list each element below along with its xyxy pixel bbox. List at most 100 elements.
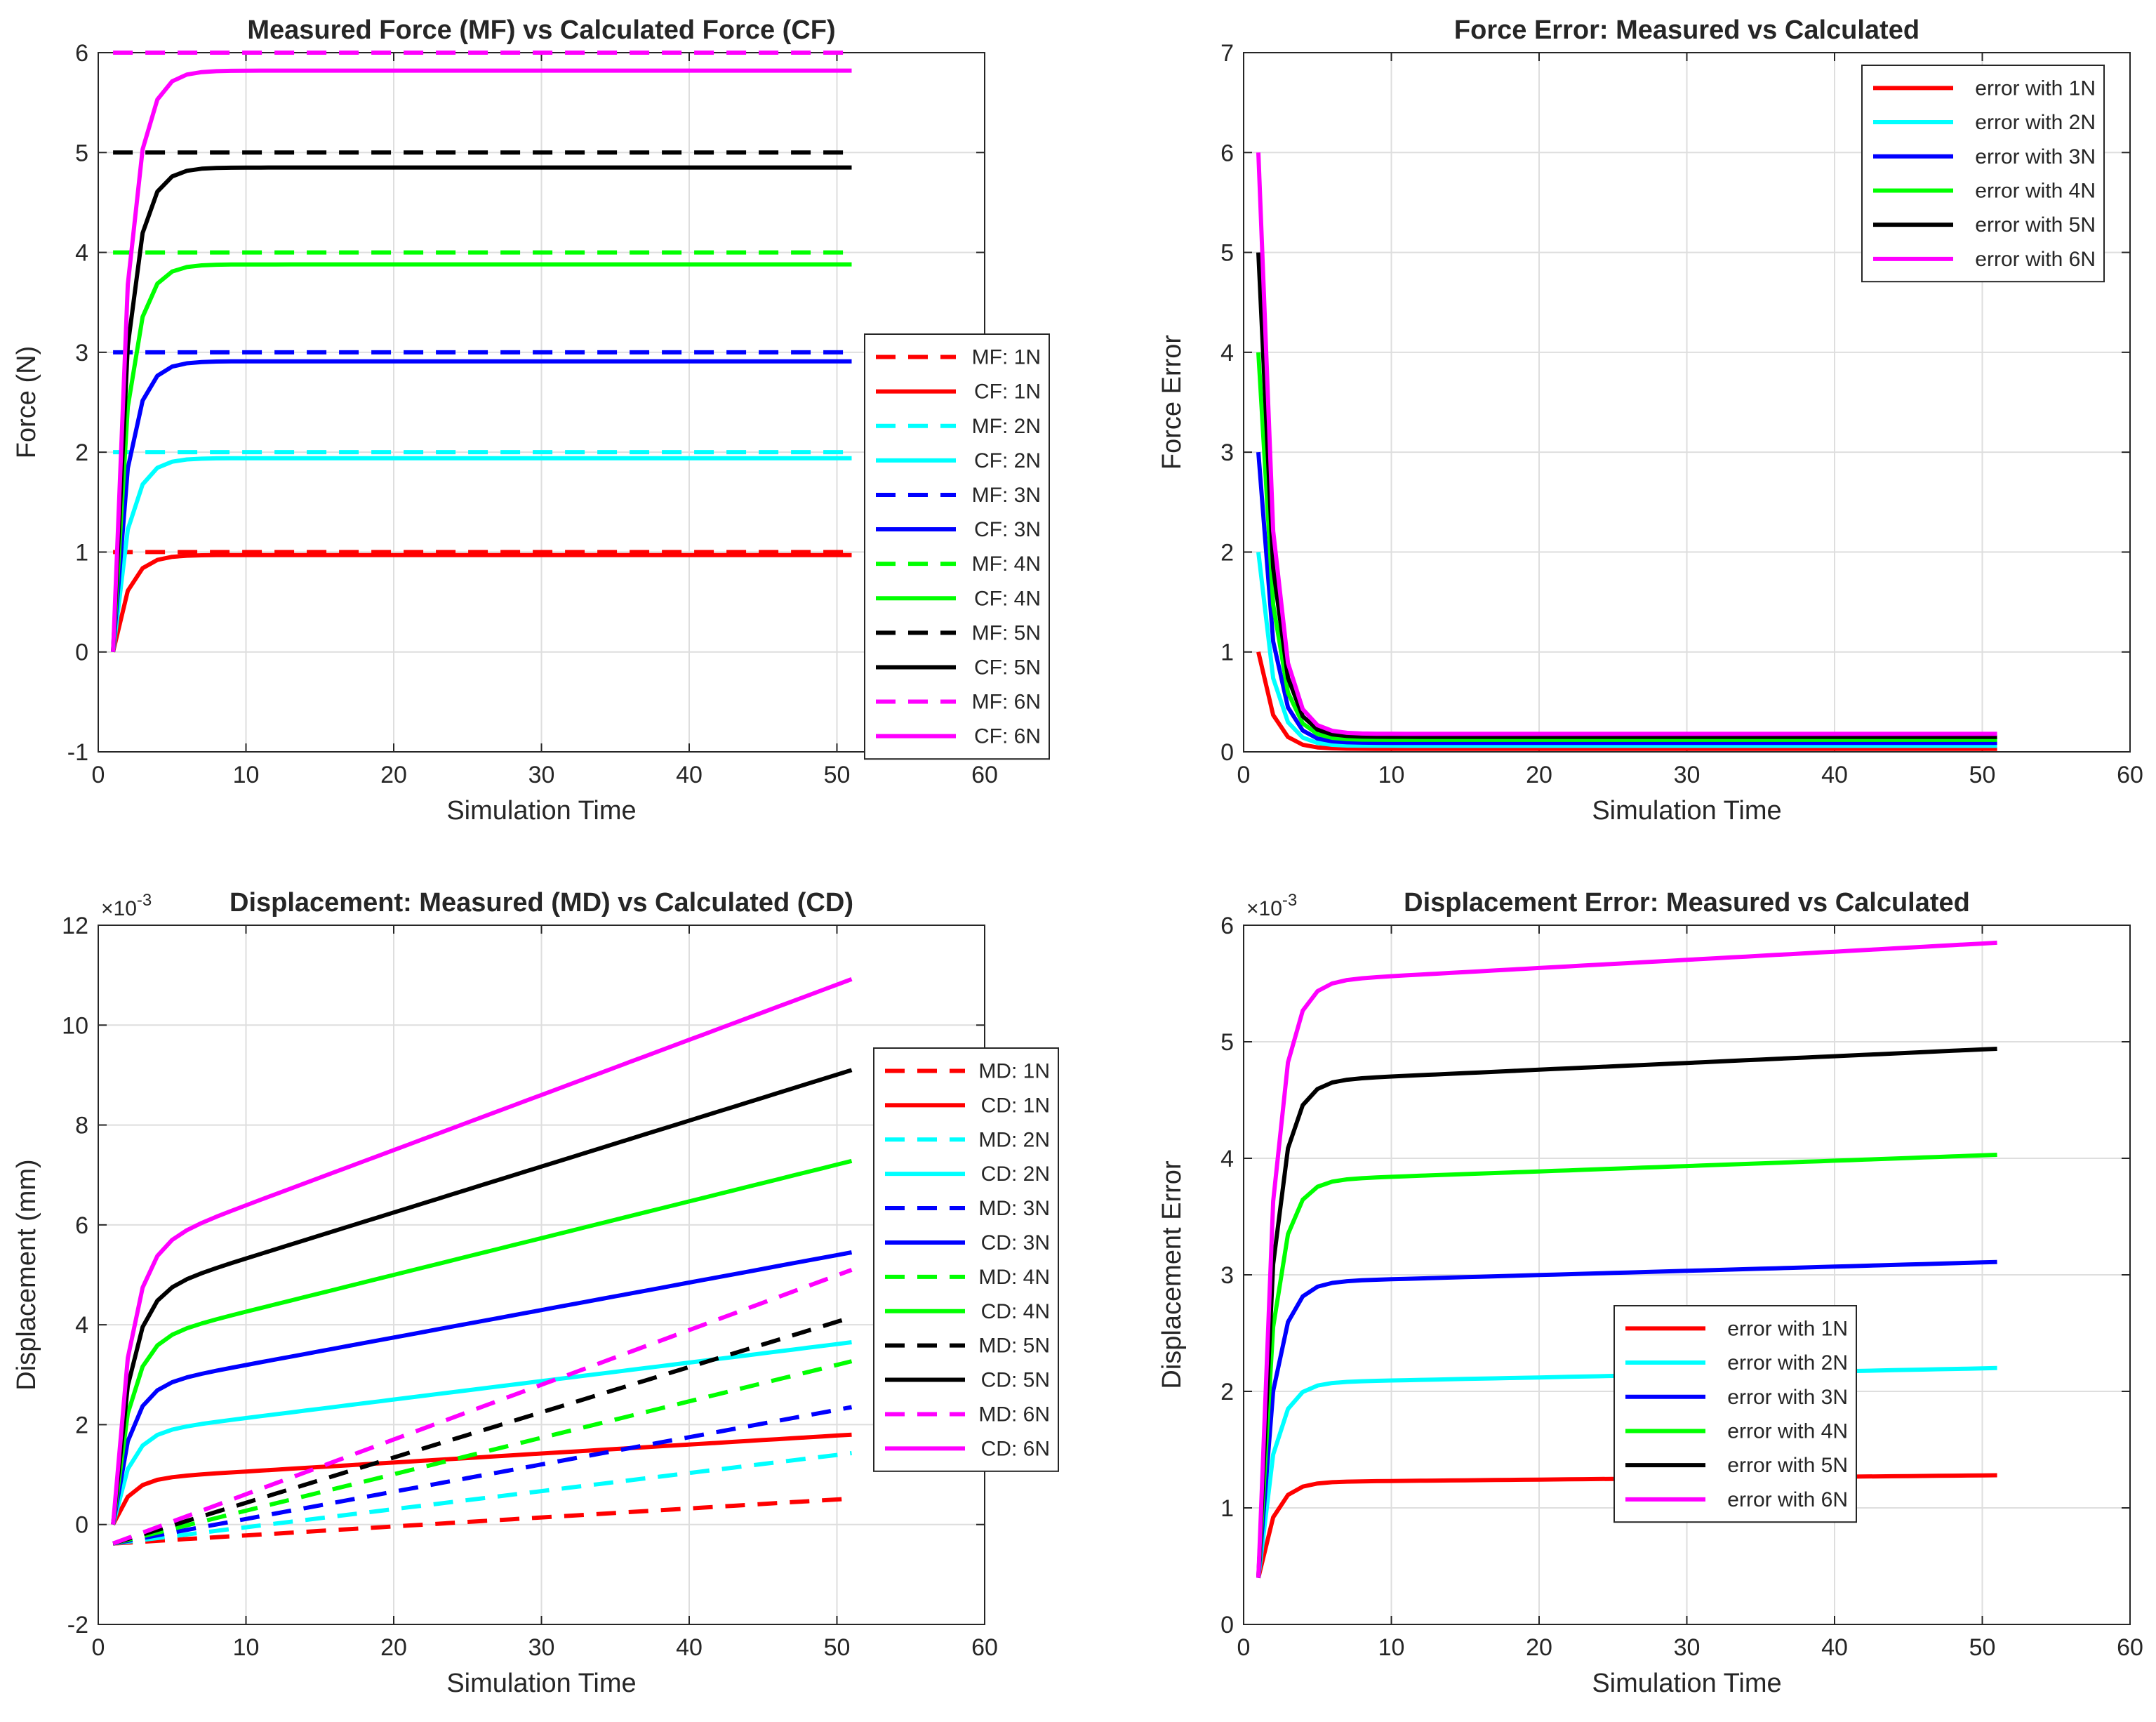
y-tick-label: 5 [1220, 1029, 1234, 1056]
series-line-1 [1256, 651, 1997, 751]
series-line-1 [112, 1496, 852, 1546]
series-lines [111, 51, 852, 653]
series-line-4 [1256, 352, 1997, 742]
x-tick-label: 60 [2117, 762, 2143, 788]
y-tick-label: 2 [1220, 539, 1234, 566]
y-tick-label: 6 [1220, 913, 1234, 939]
legend-box [864, 333, 1050, 760]
legend-entry: MF: 6N [972, 691, 1041, 714]
x-tick-label: 30 [1674, 762, 1701, 788]
x-tick-label: 50 [1969, 1634, 1996, 1661]
grid [1244, 53, 2130, 752]
series-line-2 [1256, 552, 1997, 748]
legend: error with 1N error with 2N error with 3N e… [1613, 1305, 1857, 1523]
legend-box [1861, 65, 2105, 283]
series-line-6 [1256, 152, 1997, 736]
y-tick-label: -1 [67, 739, 88, 766]
y-tick-label: 8 [75, 1113, 88, 1139]
legend-entry: CF: 2N [974, 449, 1041, 472]
legend-box [1613, 1305, 1857, 1523]
legend-entry: error with 5N [1727, 1454, 1848, 1477]
y-axis-label: Force Error [1157, 335, 1187, 470]
series-line-12 [111, 976, 853, 1525]
series-line-4 [111, 456, 852, 653]
chart-title: Force Error: Measured vs Calculated [1454, 15, 1919, 45]
x-axis-label: Simulation Time [446, 796, 636, 826]
series-line-2 [111, 1432, 852, 1526]
series-line-6 [1256, 940, 1997, 1578]
x-tick-label: 40 [1821, 762, 1848, 788]
legend-entry: MD: 3N [978, 1197, 1050, 1220]
legend-entry: CF: 4N [974, 587, 1041, 610]
legend-entry: MF: 1N [972, 346, 1041, 369]
y-tick-label: 7 [1220, 40, 1234, 67]
x-tick-label: 10 [1378, 762, 1405, 788]
y-tick-label: 1 [75, 539, 88, 566]
chart-title: Displacement: Measured (MD) vs Calculate… [229, 888, 853, 918]
x-tick-label: 40 [676, 762, 703, 788]
x-tick-label: 20 [380, 1634, 407, 1661]
legend-entry: error with 4N [1975, 179, 2096, 202]
series-line-5 [112, 1405, 853, 1546]
x-tick-label: 30 [1674, 1634, 1701, 1661]
legend: error with 1N error with 2N error with 3N e… [1861, 65, 2105, 283]
x-tick-label: 10 [233, 1634, 260, 1661]
x-tick-label: 60 [971, 1634, 998, 1661]
series-line-2 [111, 552, 852, 653]
legend-entry: error with 4N [1727, 1419, 1848, 1443]
y-tick-label: 10 [62, 1012, 88, 1039]
y-multiplier: ×10 [1246, 897, 1282, 920]
y-tick-label: 0 [75, 1512, 88, 1539]
y-tick-label: 12 [62, 913, 88, 939]
y-tick-label: 2 [75, 1412, 88, 1438]
y-exponent: -3 [1282, 891, 1297, 910]
legend: MD: 1N CD: 1N MD: 2N CD: 2N MD: 3N CD: 3N MD: … [873, 1047, 1059, 1472]
y-exponent: -3 [137, 891, 152, 910]
y-multiplier: ×10 [101, 897, 137, 920]
series-line-6 [111, 1250, 853, 1525]
legend-box [873, 1047, 1059, 1472]
legend-entry: error with 6N [1975, 248, 2096, 271]
series-line-6 [111, 359, 852, 652]
chart-title: Measured Force (MF) vs Calculated Force … [247, 15, 835, 45]
series-lines [1256, 152, 1997, 751]
series-line-8 [111, 1158, 853, 1525]
series-line-5 [1256, 1047, 1997, 1578]
x-tick-label: 60 [2117, 1634, 2143, 1661]
legend-entry: error with 5N [1975, 213, 2096, 237]
x-tick-label: 30 [528, 1634, 555, 1661]
y-tick-label: 3 [1220, 1262, 1234, 1289]
y-exponent-label: ×10-3 [101, 891, 152, 920]
y-tick-label: 4 [75, 1312, 88, 1339]
series-line-4 [111, 1340, 852, 1525]
x-tick-label: 0 [1237, 1634, 1251, 1661]
legend: MF: 1N CF: 1N MF: 2N CF: 2N MF: 3N CF: 3N MF: … [864, 333, 1050, 760]
legend-entry: error with 1N [1727, 1317, 1848, 1340]
y-tick-label: 2 [1220, 1379, 1234, 1405]
y-tick-label: 1 [1220, 640, 1234, 666]
legend-entry: CD: 1N [981, 1094, 1050, 1117]
legend-entry: MD: 2N [978, 1128, 1050, 1151]
y-tick-label: -2 [67, 1612, 88, 1638]
legend-entry: MD: 5N [978, 1334, 1050, 1358]
series-lines [1256, 940, 1997, 1579]
y-axis-label: Displacement Error [1157, 1160, 1187, 1389]
series-line-11 [112, 1268, 853, 1546]
series-line-3 [1256, 451, 1997, 746]
legend-entry: MD: 1N [978, 1059, 1050, 1082]
series-line-5 [1256, 252, 1997, 739]
legend-entry: CD: 2N [981, 1163, 1050, 1186]
x-tick-label: 10 [1378, 1634, 1405, 1661]
series-line-10 [111, 165, 852, 652]
series-line-4 [1256, 1153, 1997, 1578]
chart-displacement-error: 0 10 20 30 40 50 60 0 1 2 3 4 5 6 ×10-3 Displacement Er… [1157, 888, 2143, 1698]
x-tick-label: 0 [92, 1634, 105, 1661]
y-tick-label: 3 [1220, 439, 1234, 466]
y-tick-label: 5 [1220, 240, 1234, 267]
y-tick-label: 0 [1220, 1612, 1234, 1638]
y-tick-label: 1 [1220, 1495, 1234, 1522]
series-line-10 [111, 1068, 853, 1525]
y-tick-label: 0 [1220, 739, 1234, 766]
